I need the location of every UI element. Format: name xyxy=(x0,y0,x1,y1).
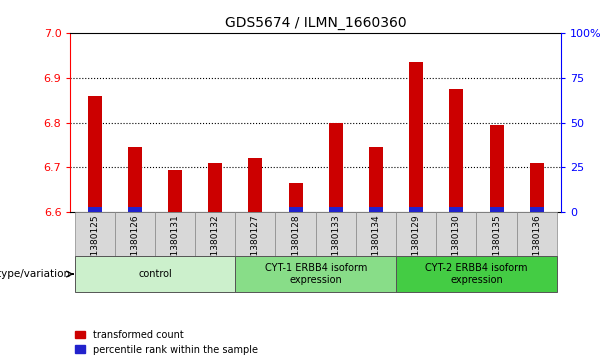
Bar xyxy=(289,207,303,212)
Text: GSM1380129: GSM1380129 xyxy=(412,215,421,275)
Bar xyxy=(88,207,102,212)
Bar xyxy=(369,147,383,212)
Text: GSM1380135: GSM1380135 xyxy=(492,215,501,275)
Text: GSM1380128: GSM1380128 xyxy=(291,215,300,275)
Bar xyxy=(530,163,544,212)
Text: GSM1380136: GSM1380136 xyxy=(532,215,541,275)
Bar xyxy=(476,212,517,256)
Legend: transformed count, percentile rank within the sample: transformed count, percentile rank withi… xyxy=(75,330,258,355)
Text: GSM1380133: GSM1380133 xyxy=(331,215,340,275)
Bar xyxy=(316,212,356,256)
Text: genotype/variation: genotype/variation xyxy=(0,269,70,279)
Bar xyxy=(329,207,343,212)
Text: GSM1380134: GSM1380134 xyxy=(371,215,381,275)
Bar xyxy=(396,212,436,256)
Bar xyxy=(490,125,504,212)
Text: CYT-1 ERBB4 isoform
expression: CYT-1 ERBB4 isoform expression xyxy=(264,263,367,285)
Bar xyxy=(275,212,316,256)
Bar xyxy=(208,163,223,212)
Text: control: control xyxy=(138,269,172,279)
Bar xyxy=(449,89,463,212)
Text: GSM1380131: GSM1380131 xyxy=(170,215,180,275)
Bar xyxy=(75,212,115,256)
Bar xyxy=(356,212,396,256)
Bar xyxy=(396,256,557,292)
Bar xyxy=(490,207,504,212)
Bar xyxy=(128,207,142,212)
Bar xyxy=(248,159,262,212)
Bar xyxy=(530,207,544,212)
Bar xyxy=(369,207,383,212)
Bar xyxy=(168,170,182,212)
Text: GSM1380132: GSM1380132 xyxy=(211,215,219,275)
Bar xyxy=(436,212,476,256)
Bar xyxy=(75,256,235,292)
Text: GSM1380126: GSM1380126 xyxy=(131,215,139,275)
Bar xyxy=(115,212,155,256)
Bar xyxy=(409,62,423,212)
Bar xyxy=(128,147,142,212)
Bar xyxy=(409,207,423,212)
Title: GDS5674 / ILMN_1660360: GDS5674 / ILMN_1660360 xyxy=(225,16,406,30)
Bar xyxy=(235,212,275,256)
Bar xyxy=(289,183,303,212)
Text: GSM1380130: GSM1380130 xyxy=(452,215,461,275)
Bar xyxy=(449,207,463,212)
Bar xyxy=(195,212,235,256)
Text: GSM1380127: GSM1380127 xyxy=(251,215,260,275)
Bar xyxy=(329,123,343,212)
Text: GSM1380125: GSM1380125 xyxy=(90,215,99,275)
Bar xyxy=(517,212,557,256)
Bar xyxy=(155,212,195,256)
Text: CYT-2 ERBB4 isoform
expression: CYT-2 ERBB4 isoform expression xyxy=(425,263,528,285)
Bar xyxy=(88,95,102,212)
Bar xyxy=(235,256,396,292)
